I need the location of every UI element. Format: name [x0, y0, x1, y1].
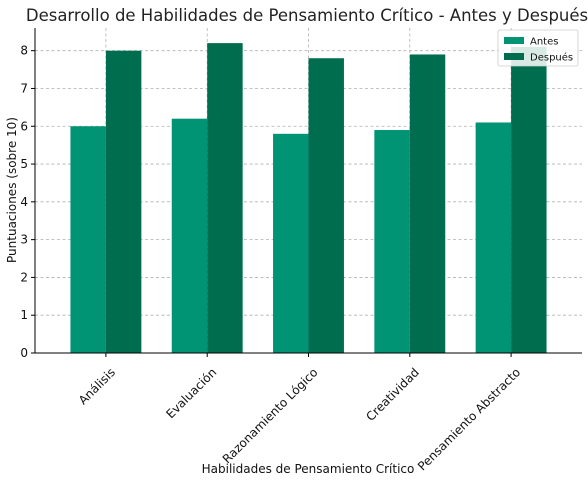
bar-antes-1 — [171, 118, 208, 353]
legend-swatch-antes — [504, 37, 524, 44]
legend-swatch-despu-s — [504, 53, 524, 60]
y-tick-label: 5 — [20, 157, 28, 171]
y-axis-ticks: 0 1 2 3 4 5 6 7 8 — [20, 44, 35, 360]
x-axis-ticks: Análisis Evaluación Razonamiento Lógico Cre… — [76, 353, 523, 473]
bar-despu-s-1 — [207, 43, 243, 354]
x-tick-label: Análisis — [76, 365, 118, 407]
x-tick-label: Creatividad — [363, 365, 422, 424]
legend-label-despu-s: Después — [530, 52, 573, 64]
x-tick-label: Pensamiento Abstracto — [415, 365, 523, 473]
x-tick-label: Evaluación — [163, 365, 219, 421]
chart-title: Desarrollo de Habilidades de Pensamiento… — [26, 6, 588, 25]
bar-despu-s-2 — [308, 58, 344, 354]
bar-antes-0 — [70, 126, 106, 353]
y-tick-label: 2 — [20, 270, 28, 284]
y-tick-label: 0 — [20, 346, 28, 360]
x-axis-label: Habilidades de Pensamiento Crítico — [202, 462, 415, 476]
bars — [70, 43, 547, 354]
bar-despu-s-4 — [511, 46, 547, 353]
y-tick-label: 8 — [20, 44, 28, 58]
y-axis-label: Puntuaciones (sobre 10) — [5, 117, 19, 263]
bar-antes-4 — [475, 122, 512, 353]
bar-antes-2 — [273, 133, 309, 353]
legend-label-antes: Antes — [530, 37, 558, 48]
x-tick-label: Razonamiento Lógico — [220, 365, 321, 466]
bar-despu-s-0 — [105, 50, 142, 354]
bar-antes-3 — [374, 130, 410, 353]
y-tick-label: 3 — [20, 233, 28, 247]
y-tick-label: 4 — [20, 195, 28, 209]
y-tick-label: 1 — [20, 308, 28, 322]
y-tick-label: 6 — [20, 119, 28, 133]
bar-despu-s-3 — [409, 54, 446, 353]
legend: Antes Después — [497, 29, 579, 67]
y-tick-label: 7 — [20, 81, 28, 95]
